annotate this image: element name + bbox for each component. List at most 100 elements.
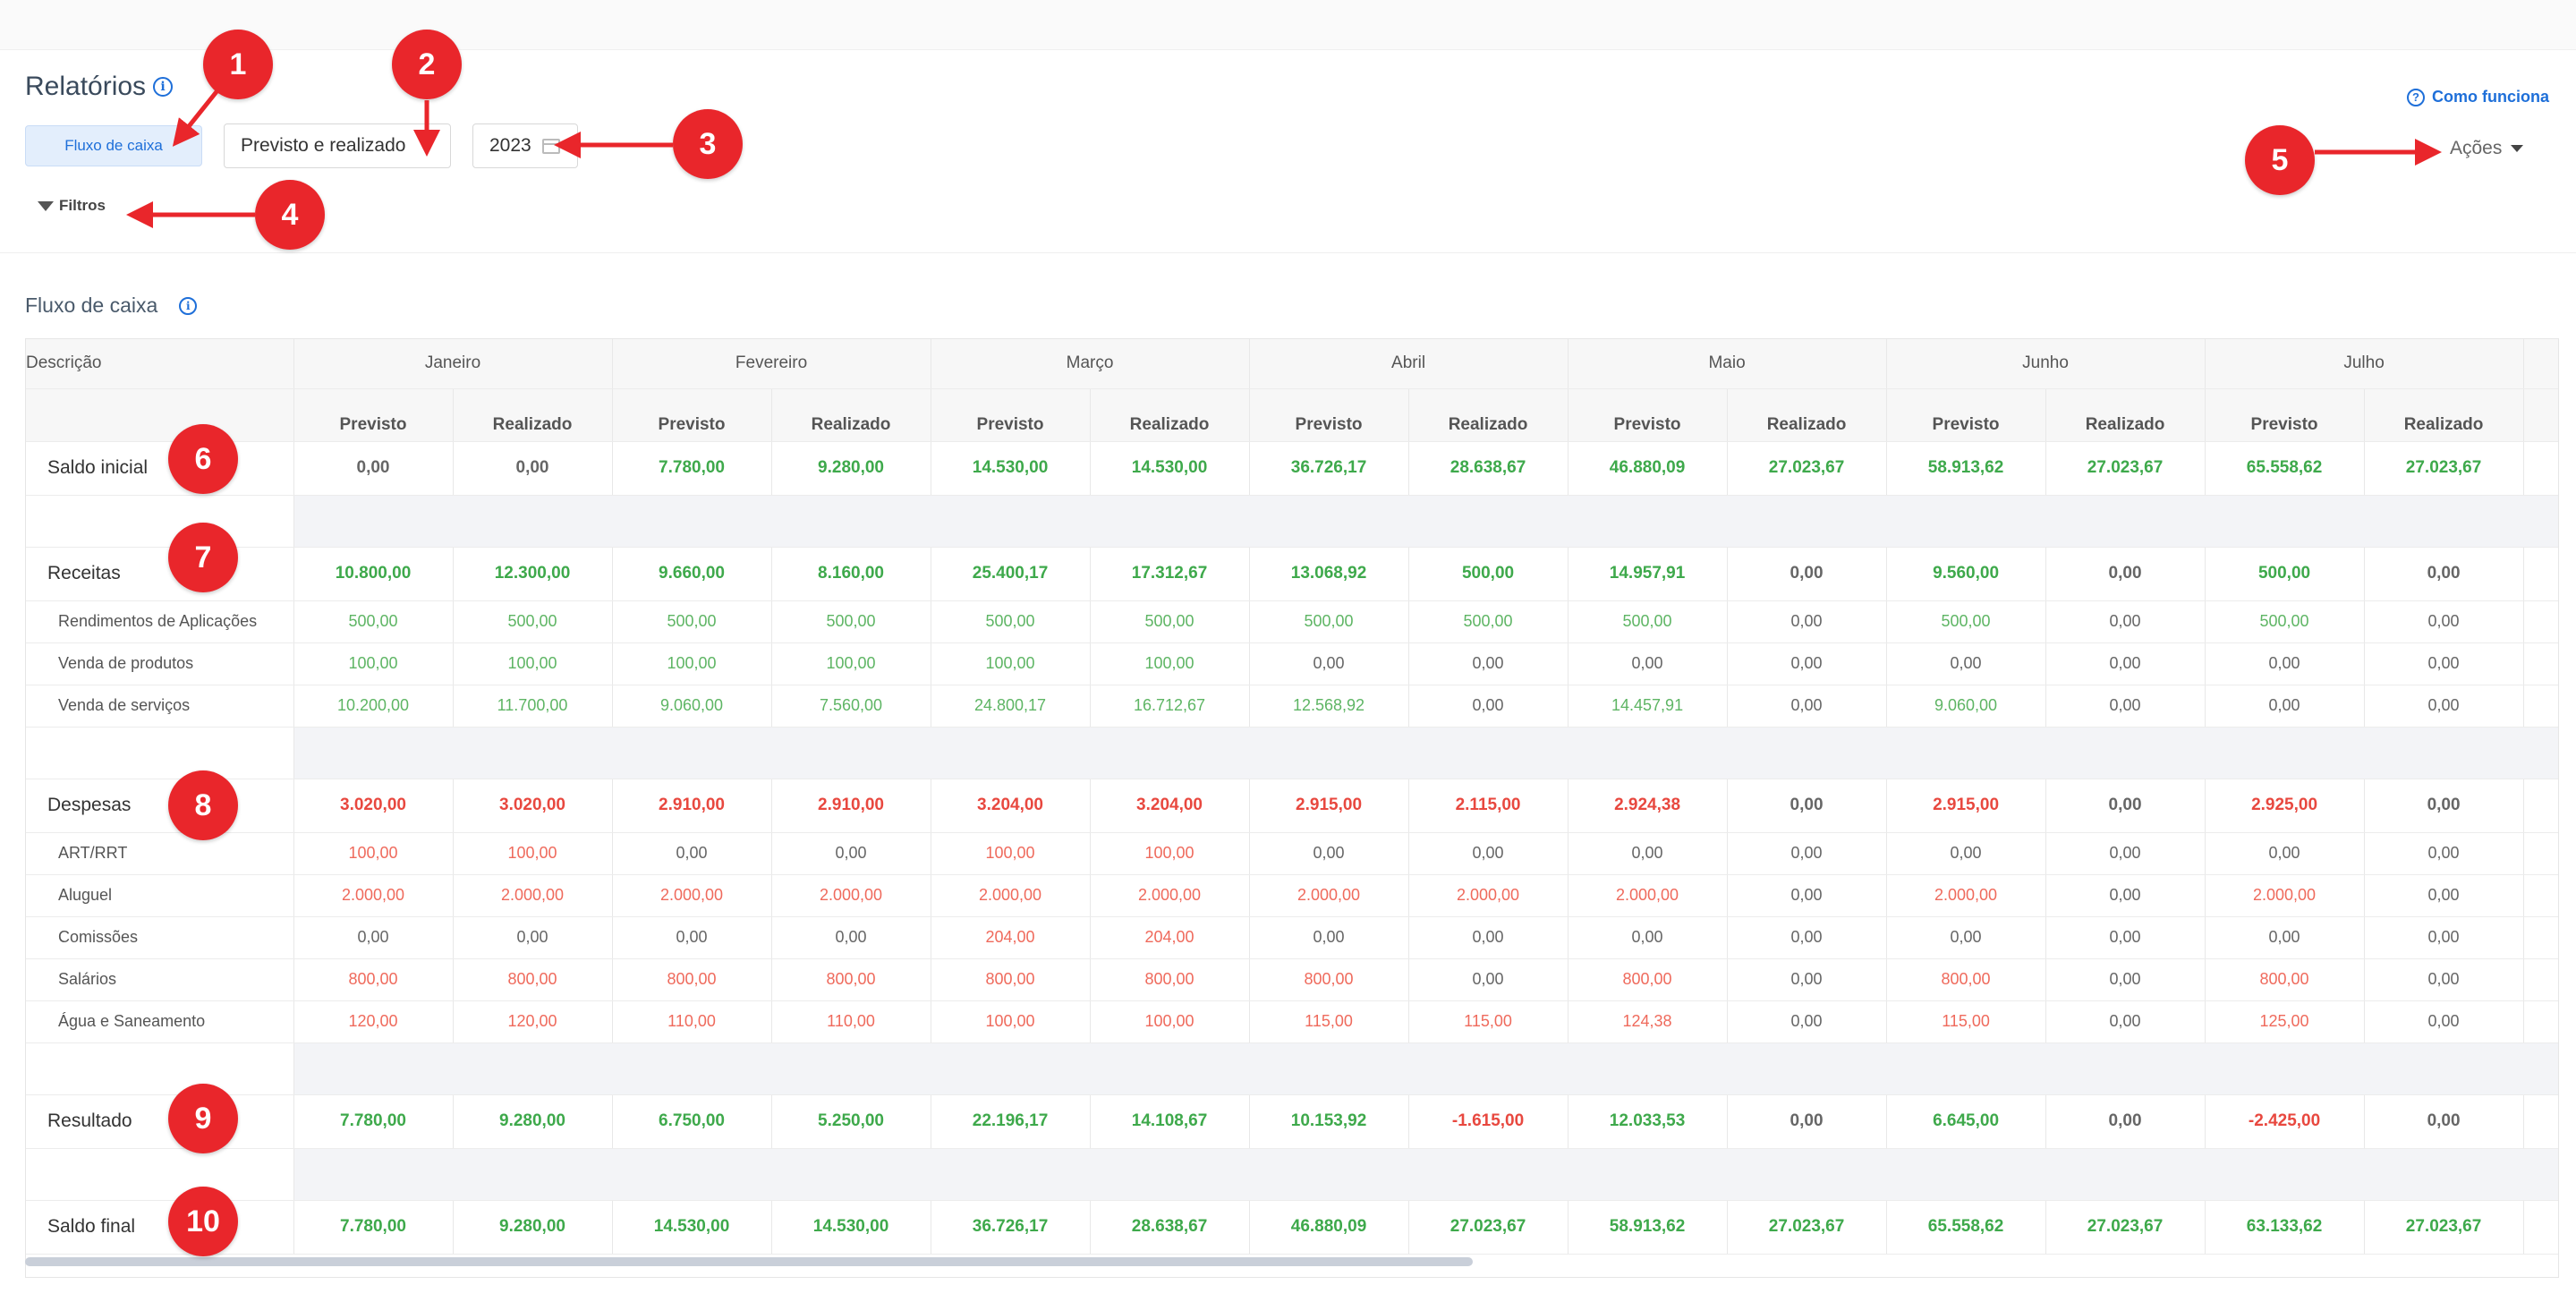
value-cell: 2.915,00 bbox=[1249, 779, 1409, 833]
value-cell bbox=[771, 1042, 931, 1095]
value-cell bbox=[1886, 1148, 2046, 1201]
horizontal-scrollbar[interactable] bbox=[25, 1255, 2559, 1268]
value-cell bbox=[1727, 727, 1887, 779]
value-cell: 100,00 bbox=[1090, 642, 1250, 685]
value-cell: 0,00 bbox=[2205, 832, 2365, 875]
question-icon: ? bbox=[2407, 88, 2425, 106]
value-cell bbox=[2523, 685, 2558, 728]
month-header: Maio bbox=[1568, 339, 1887, 389]
value-cell: 800,00 bbox=[293, 958, 454, 1001]
value-cell: 115,00 bbox=[1886, 1000, 2046, 1043]
value-cell bbox=[2523, 779, 2558, 833]
value-cell: 2.000,00 bbox=[931, 874, 1091, 917]
report-type-button[interactable]: Fluxo de caixa bbox=[25, 125, 202, 166]
value-cell bbox=[1886, 1042, 2046, 1095]
value-cell: 0,00 bbox=[2045, 958, 2206, 1001]
actions-dropdown[interactable]: Ações bbox=[2450, 138, 2524, 159]
value-cell bbox=[1249, 727, 1409, 779]
year-picker[interactable]: 2023 bbox=[472, 123, 578, 168]
value-cell: 9.660,00 bbox=[612, 547, 772, 601]
value-cell: 0,00 bbox=[1727, 916, 1887, 959]
value-cell bbox=[612, 1148, 772, 1201]
value-cell bbox=[453, 1042, 613, 1095]
value-cell bbox=[931, 1042, 1091, 1095]
value-cell bbox=[1727, 1148, 1887, 1201]
info-icon[interactable]: i bbox=[179, 296, 198, 315]
top-strip bbox=[0, 0, 2576, 50]
value-cell: 13.068,92 bbox=[1249, 547, 1409, 601]
value-cell: 0,00 bbox=[1886, 832, 2046, 875]
scrollbar-thumb[interactable] bbox=[25, 1257, 1473, 1266]
previsto-header: Previsto bbox=[1249, 388, 1409, 442]
value-cell: 120,00 bbox=[293, 1000, 454, 1043]
value-cell: 0,00 bbox=[771, 832, 931, 875]
previsto-header: Previsto bbox=[293, 388, 454, 442]
value-cell: 800,00 bbox=[612, 958, 772, 1001]
value-cell: 2.915,00 bbox=[1886, 779, 2046, 833]
value-cell: 800,00 bbox=[771, 958, 931, 1001]
cashflow-table: Descrição Janeiro Fevereiro Março Abril Maio… bbox=[26, 339, 2558, 1255]
value-cell: 0,00 bbox=[293, 916, 454, 959]
value-cell: 0,00 bbox=[771, 916, 931, 959]
filters-button[interactable]: Filtros bbox=[38, 197, 106, 215]
subheader-row: Previsto Realizado Previsto Realizado Previs… bbox=[26, 388, 2558, 442]
value-cell: 10.200,00 bbox=[293, 685, 454, 728]
row-label: Saldo final bbox=[26, 1200, 294, 1255]
value-cell: 204,00 bbox=[1090, 916, 1250, 959]
value-cell: 0,00 bbox=[2205, 916, 2365, 959]
annotation-7: 7 bbox=[168, 523, 238, 592]
value-cell: 3.204,00 bbox=[1090, 779, 1250, 833]
despesas-row[interactable]: Despesas 3.020,00 3.020,00 2.910,00 2.910,00… bbox=[26, 779, 2558, 833]
value-cell bbox=[931, 727, 1091, 779]
value-cell: 9.280,00 bbox=[453, 1200, 613, 1255]
value-cell: 46.880,09 bbox=[1249, 1200, 1409, 1255]
realizado-header: Realizado bbox=[1727, 388, 1887, 442]
info-icon[interactable]: i bbox=[153, 77, 174, 97]
receitas-row[interactable]: Receitas 10.800,00 12.300,00 9.660,00 8.160,… bbox=[26, 547, 2558, 601]
row-label: Despesas bbox=[26, 779, 294, 833]
view-mode-select[interactable]: Previsto e realizado bbox=[224, 123, 451, 168]
value-cell bbox=[2045, 1148, 2206, 1201]
value-cell bbox=[1568, 727, 1728, 779]
value-cell bbox=[1727, 1042, 1887, 1095]
value-cell: 7.780,00 bbox=[293, 1094, 454, 1149]
value-cell: 17.312,67 bbox=[1090, 547, 1250, 601]
value-cell: 2.000,00 bbox=[2205, 874, 2365, 917]
receita-item-row: Rendimentos de Aplicações 500,00 500,00 500… bbox=[26, 600, 2558, 643]
value-cell: 0,00 bbox=[293, 441, 454, 496]
value-cell: 0,00 bbox=[1249, 832, 1409, 875]
value-cell: 0,00 bbox=[2364, 874, 2524, 917]
value-cell bbox=[2523, 727, 2558, 779]
realizado-header: Realizado bbox=[2045, 388, 2206, 442]
filters-label: Filtros bbox=[59, 197, 106, 214]
value-cell: 100,00 bbox=[931, 642, 1091, 685]
value-cell: 0,00 bbox=[1408, 832, 1569, 875]
value-cell: 800,00 bbox=[931, 958, 1091, 1001]
value-cell: 0,00 bbox=[1408, 916, 1569, 959]
value-cell: 2.910,00 bbox=[771, 779, 931, 833]
row-label: ART/RRT bbox=[26, 832, 294, 875]
value-cell: 0,00 bbox=[2364, 1000, 2524, 1043]
value-cell bbox=[2364, 495, 2524, 548]
value-cell: 7.780,00 bbox=[293, 1200, 454, 1255]
value-cell: 800,00 bbox=[1886, 958, 2046, 1001]
value-cell: 0,00 bbox=[2364, 685, 2524, 728]
value-cell: 0,00 bbox=[453, 441, 613, 496]
value-cell: 0,00 bbox=[2364, 600, 2524, 643]
row-label: Venda de serviços bbox=[26, 685, 294, 728]
value-cell: 27.023,67 bbox=[2045, 441, 2206, 496]
value-cell bbox=[2523, 1042, 2558, 1095]
value-cell: 500,00 bbox=[771, 600, 931, 643]
value-cell: 3.020,00 bbox=[293, 779, 454, 833]
value-cell: 0,00 bbox=[2045, 916, 2206, 959]
value-cell: 9.280,00 bbox=[453, 1094, 613, 1149]
value-cell: 2.000,00 bbox=[1568, 874, 1728, 917]
value-cell: 28.638,67 bbox=[1090, 1200, 1250, 1255]
value-cell: 6.750,00 bbox=[612, 1094, 772, 1149]
how-it-works-link[interactable]: ? Como funciona bbox=[2407, 88, 2549, 106]
value-cell: 12.300,00 bbox=[453, 547, 613, 601]
value-cell: 800,00 bbox=[2205, 958, 2365, 1001]
value-cell: 0,00 bbox=[1727, 547, 1887, 601]
despesa-item-row: Comissões 0,00 0,00 0,00 0,00 204,00 204,00 0,0… bbox=[26, 916, 2558, 959]
value-cell bbox=[2523, 1094, 2558, 1149]
